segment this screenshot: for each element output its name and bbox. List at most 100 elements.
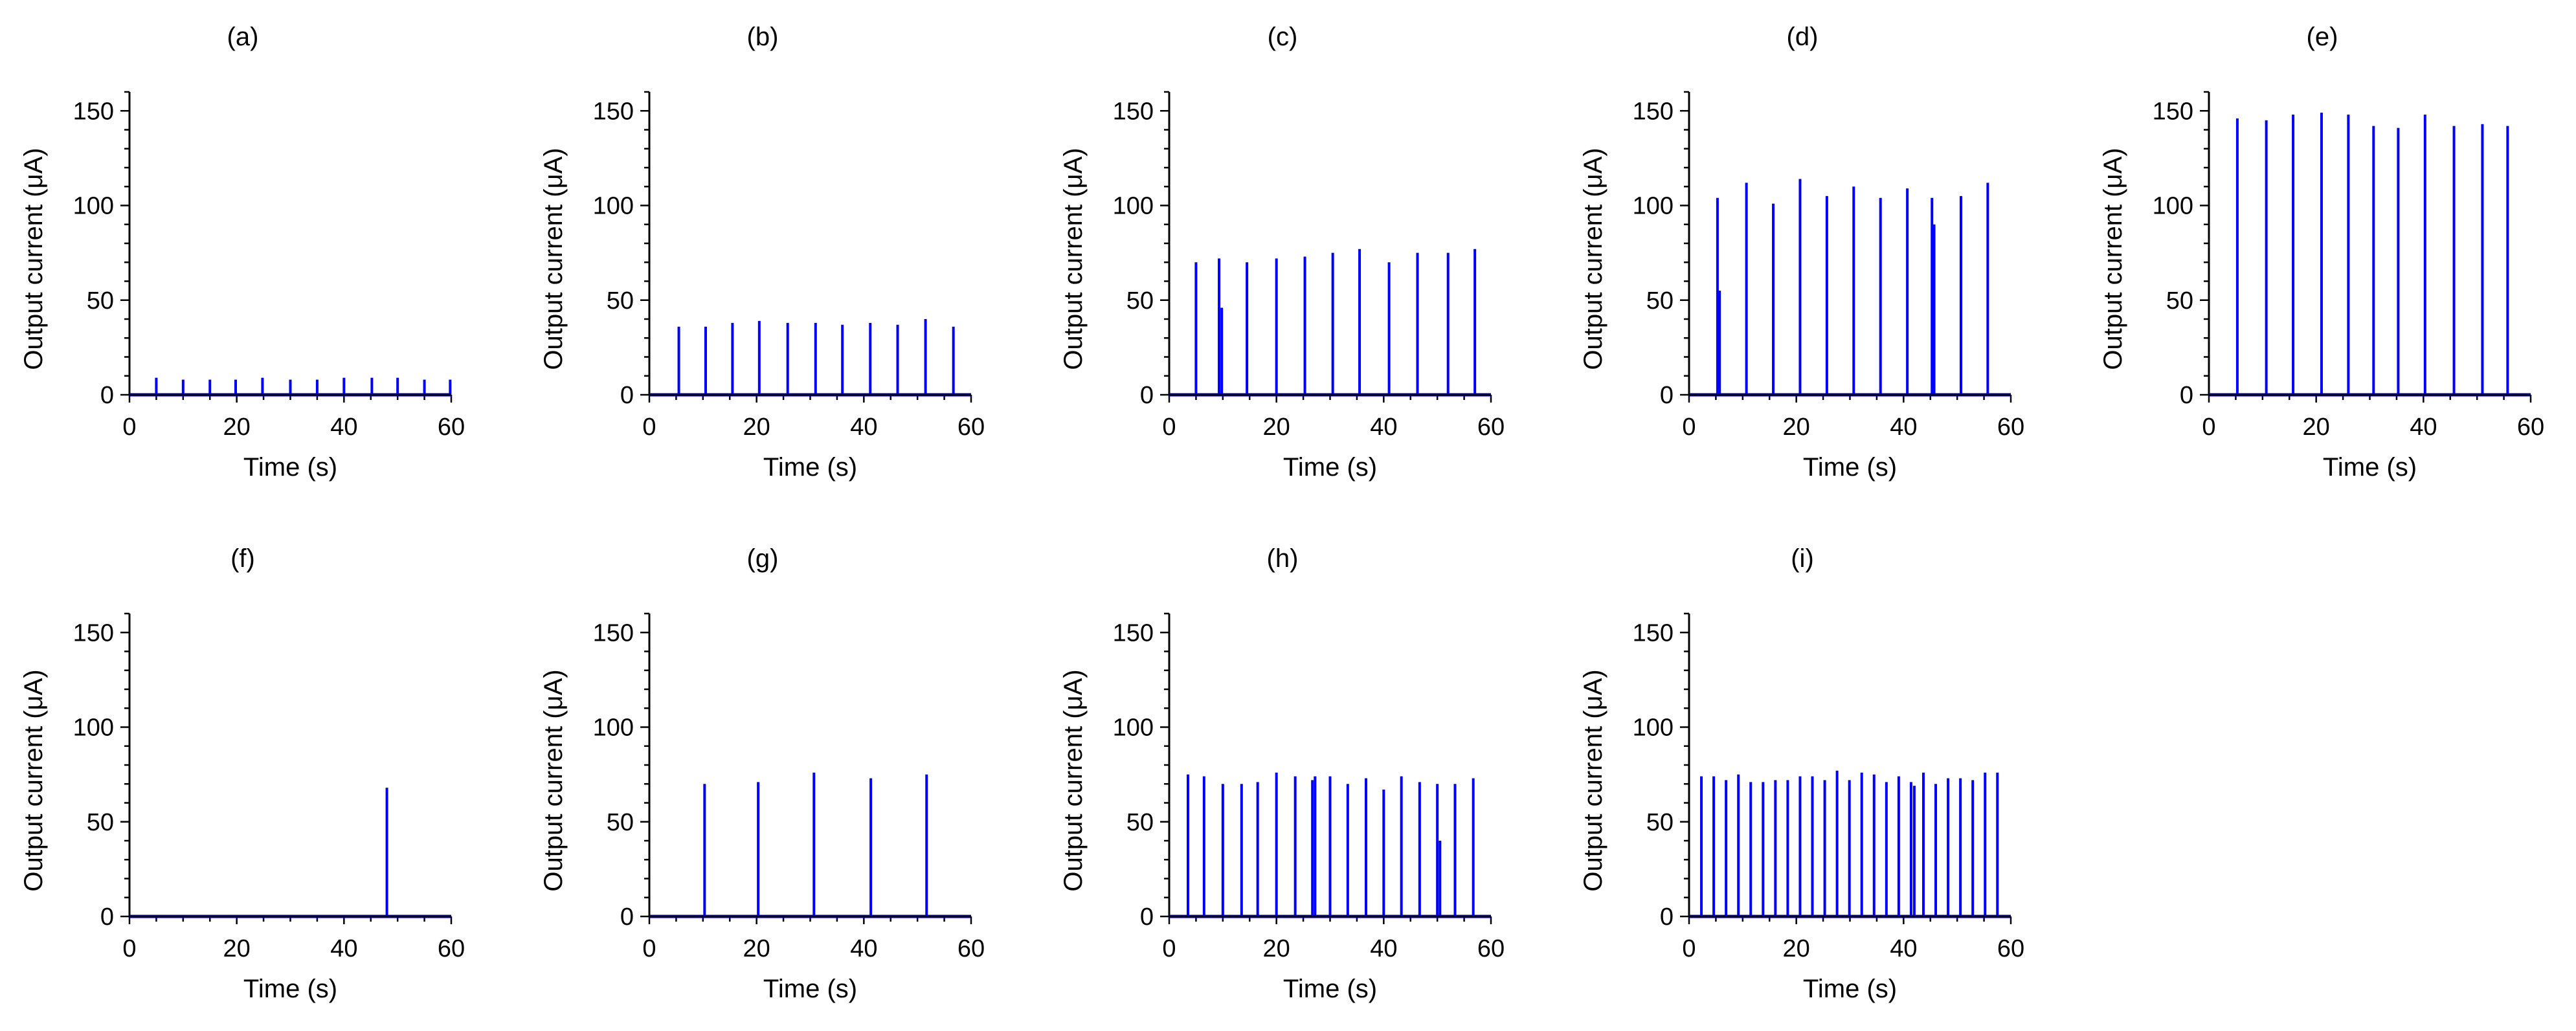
y-tick-label: 50 [2166, 287, 2193, 315]
x-tick-label: 20 [1783, 414, 1810, 441]
y-axis-title: Output current (μA) [1059, 669, 1088, 891]
y-tick-label: 50 [1646, 287, 1674, 315]
x-tick-label: 20 [743, 414, 770, 441]
x-axis-title: Time (s) [1283, 453, 1377, 482]
x-tick-label: 20 [1783, 935, 1810, 962]
x-axis-title: Time (s) [763, 453, 857, 482]
x-tick-label: 40 [330, 935, 357, 962]
chart-panel-g: (g) 0 50 100 150 Output current (μA) 0 20 40 60 Ti… [539, 544, 985, 1003]
x-axis-title: Time (s) [1283, 975, 1377, 1003]
x-tick-label: 60 [438, 935, 465, 962]
x-tick-label: 60 [1477, 414, 1505, 441]
y-tick-label: 150 [1113, 619, 1154, 647]
chart-panel-b: (b) 0 50 100 150 Output current (μA) 0 20 40 60 Ti… [539, 23, 985, 482]
y-tick-label: 100 [1633, 715, 1674, 742]
y-tick-label: 0 [1660, 382, 1674, 409]
y-tick-label: 50 [87, 287, 114, 315]
y-tick-label: 150 [1633, 98, 1674, 125]
y-tick-label: 150 [593, 98, 634, 125]
x-tick-label: 40 [1370, 935, 1397, 962]
y-axis-title: Output current (μA) [2099, 148, 2127, 370]
y-tick-label: 0 [2180, 382, 2193, 409]
y-tick-label: 0 [1660, 904, 1674, 931]
y-tick-label: 50 [1126, 809, 1154, 836]
x-tick-label: 0 [642, 414, 656, 441]
y-tick-label: 150 [2153, 98, 2193, 125]
x-tick-label: 0 [1682, 414, 1696, 441]
x-axis-title: Time (s) [1803, 453, 1897, 482]
chart-panel-e: (e) 0 50 100 150 Output current (μA) 0 20 40 60 Ti… [2099, 23, 2544, 482]
x-tick-label: 40 [330, 414, 357, 441]
x-tick-label: 40 [850, 935, 877, 962]
x-tick-label: 40 [850, 414, 877, 441]
x-tick-label: 20 [2303, 414, 2330, 441]
chart-panel-h: (h) 0 50 100 150 Output current (μA) 0 20 40 60 Ti… [1059, 544, 1505, 1003]
chart-panel-d: (d) 0 50 100 150 Output current (μA) 0 20 40 60 Ti… [1579, 23, 2024, 482]
x-axis-title: Time (s) [2323, 453, 2417, 482]
x-tick-label: 40 [1890, 935, 1917, 962]
x-tick-label: 20 [1263, 935, 1290, 962]
y-tick-label: 50 [1126, 287, 1154, 315]
y-tick-label: 100 [1113, 193, 1154, 220]
x-axis-title: Time (s) [763, 975, 857, 1003]
x-tick-label: 0 [642, 935, 656, 962]
x-tick-label: 20 [223, 414, 251, 441]
panel-label: (b) [747, 23, 779, 51]
x-tick-label: 0 [2202, 414, 2215, 441]
y-tick-label: 50 [1646, 809, 1674, 836]
y-tick-label: 150 [1633, 619, 1674, 647]
x-tick-label: 20 [1263, 414, 1290, 441]
x-axis-title: Time (s) [243, 453, 337, 482]
y-tick-label: 0 [1140, 382, 1154, 409]
x-tick-label: 0 [1162, 935, 1176, 962]
y-tick-label: 50 [87, 809, 114, 836]
panel-label: (e) [2307, 23, 2338, 51]
x-tick-label: 40 [1890, 414, 1917, 441]
panel-label: (c) [1268, 23, 1298, 51]
x-tick-label: 40 [2410, 414, 2437, 441]
y-axis-title: Output current (μA) [539, 148, 568, 370]
y-tick-label: 0 [620, 382, 634, 409]
x-tick-label: 0 [1162, 414, 1176, 441]
y-tick-label: 150 [1113, 98, 1154, 125]
panel-label: (i) [1791, 544, 1814, 573]
y-tick-label: 0 [620, 904, 634, 931]
y-axis-title: Output current (μA) [19, 669, 48, 891]
y-tick-label: 50 [607, 287, 634, 315]
x-tick-label: 40 [1370, 414, 1397, 441]
y-tick-label: 100 [73, 193, 114, 220]
y-tick-label: 150 [73, 98, 114, 125]
x-tick-label: 60 [958, 935, 985, 962]
y-axis-title: Output current (μA) [1059, 148, 1088, 370]
y-tick-label: 100 [1633, 193, 1674, 220]
y-tick-label: 100 [2153, 193, 2193, 220]
chart-panel-a: (a) 0 50 100 150 Output current (μA) 0 20 40 60 Ti… [19, 23, 465, 482]
panel-label: (d) [1787, 23, 1819, 51]
panel-label: (a) [227, 23, 259, 51]
y-tick-label: 0 [1140, 904, 1154, 931]
x-tick-label: 0 [122, 414, 136, 441]
x-tick-label: 60 [1477, 935, 1505, 962]
chart-panel-f: (f) 0 50 100 150 Output current (μA) 0 20 40 60 Ti… [19, 544, 465, 1003]
x-tick-label: 0 [1682, 935, 1696, 962]
x-tick-label: 0 [122, 935, 136, 962]
y-tick-label: 0 [100, 382, 114, 409]
panel-label: (f) [230, 544, 255, 573]
y-tick-label: 150 [593, 619, 634, 647]
y-tick-label: 150 [73, 619, 114, 647]
y-tick-label: 100 [1113, 715, 1154, 742]
chart-panel-i: (i) 0 50 100 150 Output current (μA) 0 20 40 60 Ti… [1579, 544, 2024, 1003]
y-tick-label: 100 [73, 715, 114, 742]
x-tick-label: 60 [958, 414, 985, 441]
x-tick-label: 60 [438, 414, 465, 441]
y-tick-label: 50 [607, 809, 634, 836]
y-axis-title: Output current (μA) [539, 669, 568, 891]
x-tick-label: 60 [1997, 414, 2024, 441]
y-axis-title: Output current (μA) [19, 148, 48, 370]
x-tick-label: 60 [1997, 935, 2024, 962]
y-tick-label: 100 [593, 193, 634, 220]
panel-label: (h) [1267, 544, 1299, 573]
x-tick-label: 20 [743, 935, 770, 962]
y-tick-label: 100 [593, 715, 634, 742]
